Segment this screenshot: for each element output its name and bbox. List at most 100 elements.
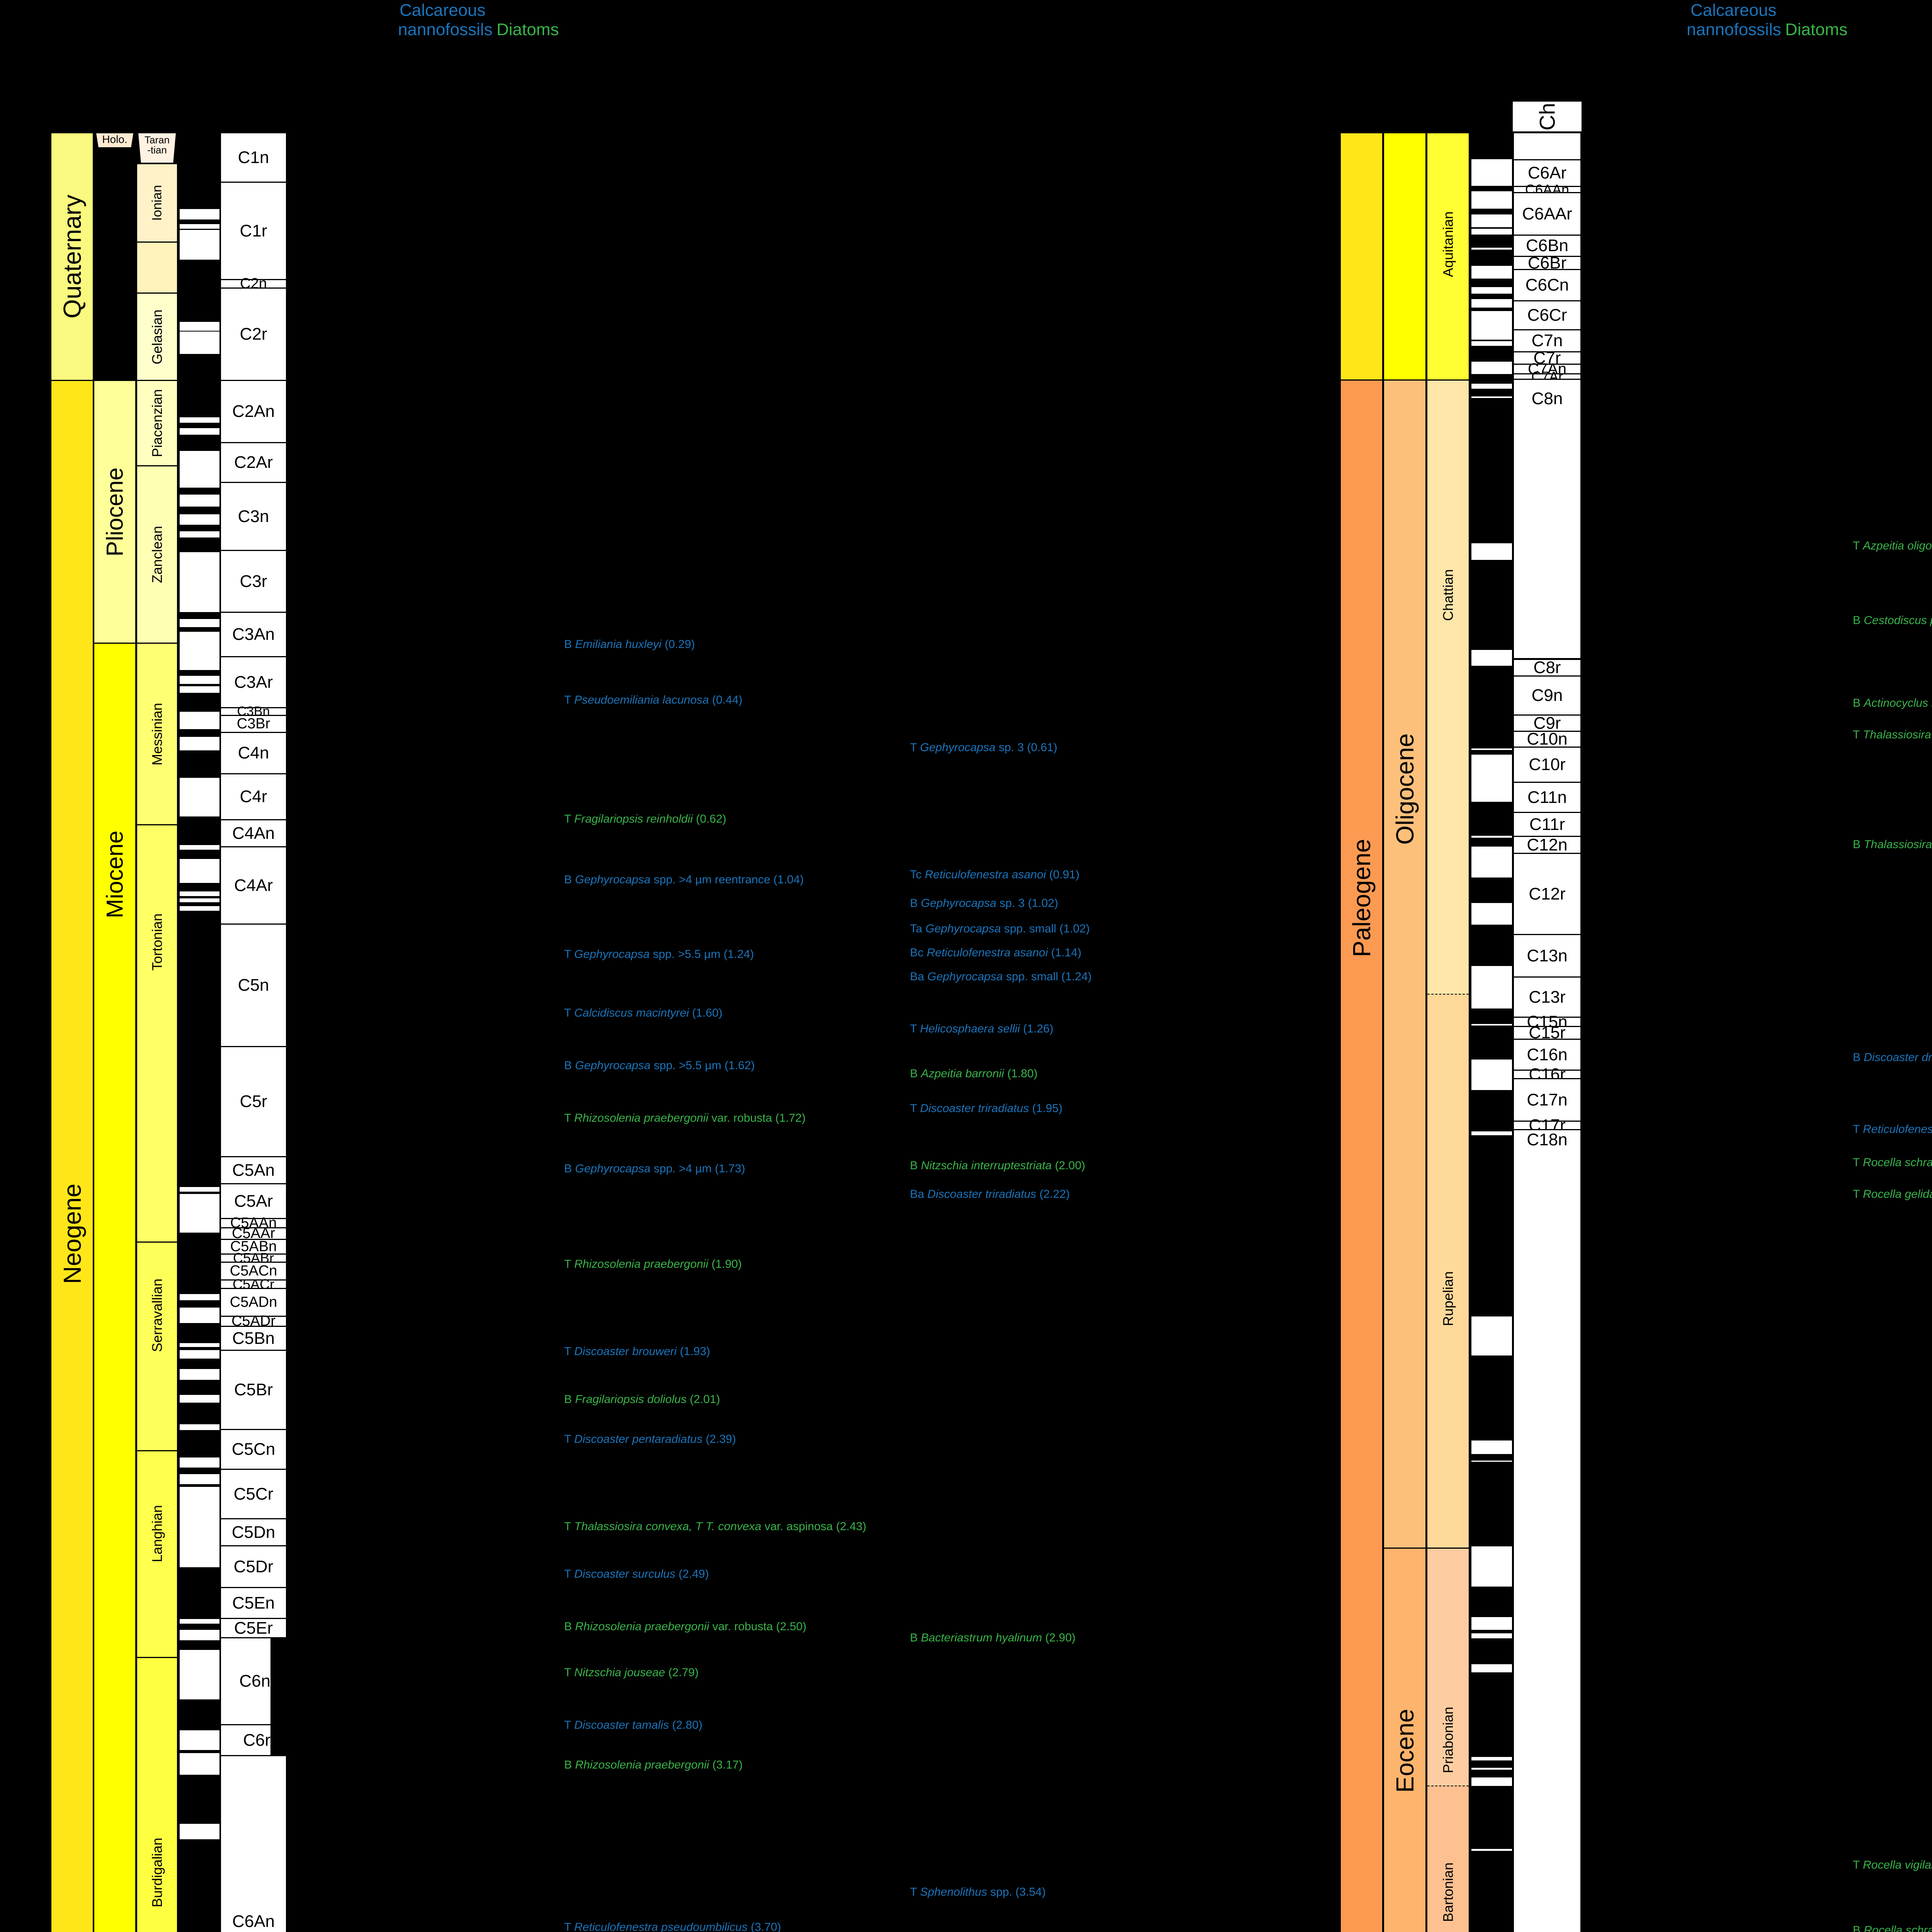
chron-C16r: C16r: [1514, 1065, 1580, 1084]
reversed-interval: [180, 1194, 219, 1233]
chron-C5ADr: C5ADr: [221, 1313, 286, 1329]
chron-C8n: C8n: [1514, 379, 1580, 417]
chron-C5Ar: C5Ar: [221, 1183, 286, 1218]
reversed-interval: [180, 898, 219, 902]
stage-rupelian: Rupelian: [1427, 994, 1469, 1548]
nannofossil-datum: T Gephyrocapsa sp. 3 (0.61): [910, 741, 1058, 754]
reversed-interval: [180, 778, 219, 816]
stage-gelasian: Gelasian: [137, 293, 177, 380]
reversed-interval: [1471, 299, 1512, 308]
reversed-interval: [180, 1619, 219, 1624]
chron-C10n: C10n: [1514, 730, 1580, 748]
nannofossil-datum: B Discoaster druggi s.s. (22.82): [1853, 1051, 1932, 1064]
nannofossil-datum: T Sphenolithus spp. (3.54): [910, 1886, 1046, 1898]
chron-C1n: C1n: [221, 133, 286, 182]
reversed-interval: [180, 1369, 219, 1380]
reversed-interval: [1471, 1768, 1512, 1770]
chron-C5An: C5An: [221, 1156, 286, 1183]
era-quaternary: Quaternary: [51, 133, 93, 380]
nannofossil-datum: Bc Reticulofenestra asanoi (1.14): [910, 946, 1082, 959]
reversed-interval: [180, 1343, 219, 1347]
stage-piacenzian: Piacenzian: [137, 380, 177, 465]
nannofossil-datum: B Gephyrocapsa spp. >4 µm (1.73): [564, 1162, 745, 1175]
stage-bartonian: Bartonian: [1427, 1786, 1469, 1932]
chron-C3r: C3r: [221, 550, 286, 612]
chron-C6r: C6r: [221, 1724, 270, 1755]
chron-C13r: C13r: [1514, 976, 1580, 1017]
diatom-datum: T Rhizosolenia praebergonii (1.90): [564, 1258, 742, 1270]
reversed-interval: [180, 1294, 219, 1300]
reversed-interval: [180, 495, 219, 507]
diatom-datum: B Rhizosolenia praebergonii var. robusta…: [564, 1620, 807, 1633]
reversed-interval: [180, 906, 219, 911]
chron-C10r: C10r: [1514, 747, 1580, 782]
reversed-interval: [180, 712, 219, 729]
nannofossil-datum: B Emiliania huxleyi (0.29): [564, 638, 695, 651]
chron-C5Cn: C5Cn: [221, 1429, 286, 1469]
reversed-interval: [180, 428, 219, 435]
epoch-eocene: Eocene: [1384, 1548, 1425, 1932]
reversed-interval: [180, 1424, 219, 1430]
chron-C2r: C2r: [221, 287, 286, 380]
chron-C12r: C12r: [1514, 853, 1580, 934]
chron-C5En: C5En: [221, 1587, 286, 1618]
reversed-interval: [180, 332, 219, 354]
legend-nannofossils-right: Calcareous nannofossils: [1687, 1, 1781, 39]
nannofossil-datum: T Discoaster tamalis (2.80): [564, 1719, 702, 1731]
diatom-datum: B Cestodiscus pulchellus (20.90): [1853, 614, 1932, 627]
legend-diatoms-right: Diatoms: [1785, 20, 1848, 39]
reversed-interval: [1471, 650, 1512, 666]
reversed-interval: [180, 845, 219, 850]
reversed-interval: [1471, 1664, 1512, 1672]
reversed-interval: [180, 230, 219, 260]
reversed-interval: [180, 552, 219, 612]
reversed-interval: [1471, 214, 1512, 227]
stage-langhian: Langhian: [137, 1450, 177, 1657]
diatom-datum: T Azpeitia oligocenica (20.50): [1853, 539, 1932, 552]
reversed-interval: [180, 891, 219, 896]
reversed-interval: [180, 1753, 219, 1775]
nannofossil-datum: B Gephyrocapsa sp. 3 (1.02): [910, 897, 1058, 910]
stage-messinian: Messinian: [137, 643, 177, 824]
reversed-interval: [180, 1187, 219, 1192]
diatom-datum: B Bacteriastrum hyalinum (2.90): [910, 1631, 1076, 1644]
diatom-datum: B Fragilariopsis doliolus (2.01): [564, 1393, 720, 1406]
chron-C15r: C15r: [1514, 1023, 1580, 1042]
chron-C17r: C17r: [1514, 1116, 1580, 1135]
polarity-column-right: [1471, 133, 1512, 1932]
chron-column: C1n C1r C2n C2r C2An C2Ar C3n C3r C3An C…: [221, 133, 286, 1932]
chron-C6AAr: C6AAr: [1514, 192, 1580, 235]
chron-C5Cr: C5Cr: [221, 1469, 286, 1518]
stage-tortonian: Tortonian: [137, 824, 177, 1242]
nannofossil-datum: Ta Gephyrocapsa spp. small (1.02): [910, 922, 1090, 935]
chron-C16n: C16n: [1514, 1039, 1580, 1070]
chron-C6n: C6n: [221, 1637, 270, 1724]
chron-C5ACn: C5ACn: [221, 1262, 286, 1279]
chron-C5Br: C5Br: [221, 1350, 286, 1429]
epoch-column: Holo. Pleistocene Pliocene Miocene: [94, 133, 135, 1932]
diatom-datum: T Rocella gelida (23.42): [1853, 1188, 1932, 1201]
nannofossil-datum: Ba Gephyrocapsa spp. small (1.24): [910, 970, 1092, 983]
reversed-interval: [180, 737, 219, 750]
chron-C6AAn: C6AAn: [1514, 182, 1580, 197]
reversed-interval: [1471, 1440, 1512, 1454]
chron-C2An: C2An: [221, 380, 286, 442]
reversed-interval: [1471, 191, 1512, 209]
diatom-datum: T Thalassiosira convexa, T T. convexa va…: [564, 1520, 867, 1533]
nannofossil-datum: T Pseudoemiliania lacunosa (0.44): [564, 694, 743, 706]
diatom-datum: B Azpeitia barronii (1.80): [910, 1067, 1038, 1080]
chron-C4r: C4r: [221, 773, 286, 819]
reversed-interval: [180, 451, 219, 488]
reversed-interval: [180, 531, 219, 537]
reversed-interval: [180, 1350, 219, 1359]
diatom-datum: T Rocella schraderi (23.32): [1853, 1156, 1932, 1169]
diatom-datum: T Fragilariopsis reinholdii (0.62): [564, 813, 726, 825]
epoch-miocene: [1384, 133, 1425, 379]
chron-C2Ar: C2Ar: [221, 442, 286, 482]
chron-C4An: C4An: [221, 819, 286, 846]
reversed-interval: [1471, 384, 1512, 389]
nannofossil-datum: T Discoaster triradiatus (1.95): [910, 1102, 1063, 1115]
nannofossil-datum: T Discoaster surculus (2.49): [564, 1568, 709, 1580]
chron-C6Cn: C6Cn: [1514, 269, 1580, 300]
reversed-interval: [180, 1474, 219, 1484]
